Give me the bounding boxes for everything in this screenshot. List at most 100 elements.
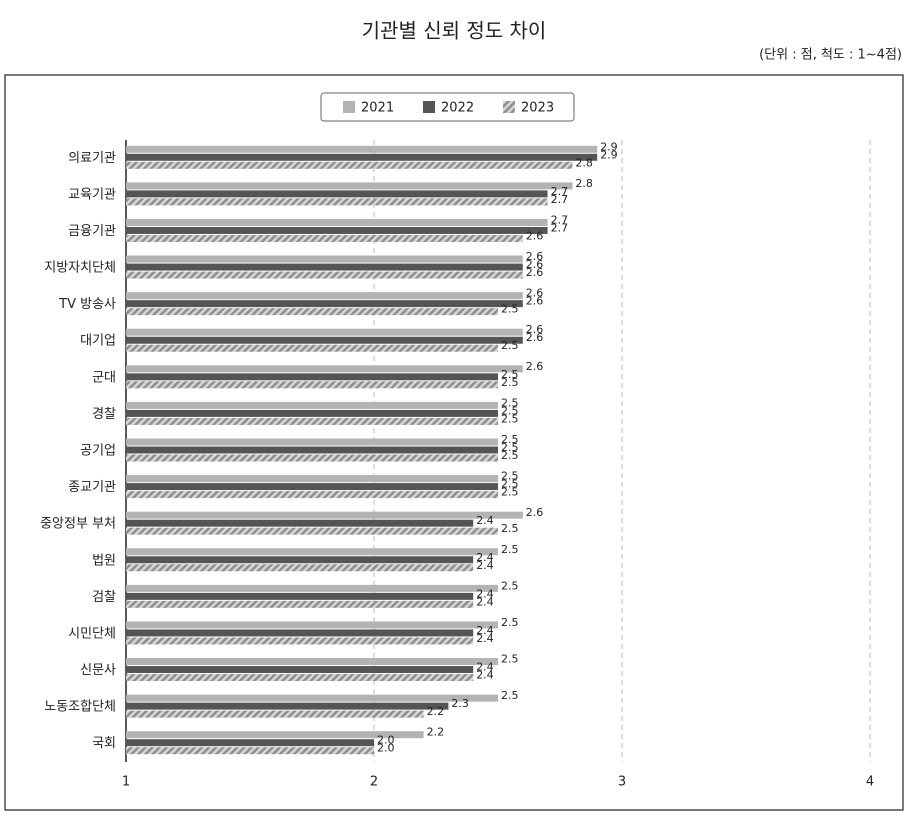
bar [126, 234, 523, 242]
bar [126, 584, 498, 592]
value-label: 2.0 [377, 742, 395, 755]
value-label: 2.5 [501, 339, 519, 352]
bar [126, 592, 474, 600]
bar [126, 637, 474, 645]
category-label: 경찰 [92, 407, 116, 422]
bar [126, 747, 374, 755]
legend-swatch [343, 101, 355, 113]
value-label: 2.4 [476, 595, 494, 608]
value-label: 2.5 [501, 449, 519, 462]
bar [126, 145, 598, 153]
legend-box [320, 92, 575, 122]
bar [126, 218, 548, 226]
legend-label: 2021 [361, 101, 394, 116]
value-label: 2.7 [551, 221, 569, 234]
bar [126, 263, 523, 271]
legend-label: 2023 [521, 101, 554, 116]
value-label: 2.5 [501, 689, 519, 702]
bar [126, 182, 573, 190]
bar [126, 527, 498, 535]
value-label: 2.5 [501, 396, 519, 409]
value-label: 2.6 [526, 258, 544, 271]
bar [126, 409, 498, 417]
value-label: 2.4 [476, 669, 494, 682]
category-label: 신문사 [80, 663, 116, 678]
value-label: 2.5 [501, 433, 519, 446]
bar [126, 739, 374, 747]
value-label: 2.8 [575, 156, 593, 169]
bar [126, 511, 523, 519]
category-label: 시민단체 [68, 626, 116, 641]
value-label: 2.4 [476, 559, 494, 572]
value-label: 2.4 [476, 514, 494, 527]
value-label: 2.6 [526, 229, 544, 242]
category-label: 의료기관 [68, 151, 116, 166]
bar [126, 438, 498, 446]
value-label: 2.4 [476, 632, 494, 645]
category-label: 군대 [92, 370, 116, 385]
x-tick-label: 3 [618, 775, 626, 790]
category-label: 검찰 [92, 590, 116, 605]
category-label: 공기업 [80, 444, 116, 459]
value-label: 2.9 [600, 140, 618, 153]
legend-swatch [503, 101, 515, 113]
bar [126, 365, 523, 373]
bar [126, 491, 498, 499]
value-label: 2.7 [551, 193, 569, 206]
bar [126, 475, 498, 483]
bar [126, 694, 498, 702]
category-label: 지방자치단체 [44, 261, 116, 276]
value-label: 2.4 [476, 661, 494, 674]
value-label: 2.6 [526, 266, 544, 279]
value-label: 2.5 [501, 404, 519, 417]
bar [126, 381, 498, 389]
value-label: 2.5 [501, 412, 519, 425]
bar [126, 666, 474, 674]
value-label: 2.5 [501, 543, 519, 556]
bar [126, 226, 548, 234]
value-label: 2.5 [501, 441, 519, 454]
bar [126, 417, 498, 425]
value-label: 2.4 [476, 551, 494, 564]
category-label: 중앙정부 부처 [40, 517, 116, 532]
x-tick-label: 4 [866, 775, 874, 790]
value-label: 2.5 [501, 579, 519, 592]
bar [126, 255, 523, 263]
bar [126, 731, 424, 739]
bar [126, 336, 523, 344]
value-label: 2.6 [526, 360, 544, 373]
bar [126, 600, 474, 608]
value-label: 2.6 [526, 295, 544, 308]
bar [126, 674, 474, 682]
category-label: 종교기관 [68, 480, 116, 495]
value-label: 2.5 [501, 653, 519, 666]
bar [126, 519, 474, 527]
frame [4, 74, 904, 811]
value-label: 2.3 [451, 697, 469, 710]
bar [126, 344, 498, 352]
bar [126, 292, 523, 300]
bar [126, 454, 498, 462]
bar [126, 271, 523, 279]
bar [126, 153, 598, 161]
bar [126, 328, 523, 336]
bar [126, 658, 498, 666]
value-label: 2.5 [501, 616, 519, 629]
value-label: 2.5 [501, 522, 519, 535]
value-label: 2.5 [501, 470, 519, 483]
category-label: 국회 [92, 736, 116, 751]
category-label: 교육기관 [68, 187, 116, 202]
bar [126, 401, 498, 409]
value-label: 2.5 [501, 303, 519, 316]
value-label: 2.2 [427, 705, 445, 718]
value-label: 2.4 [476, 587, 494, 600]
bar [126, 308, 498, 316]
bar [126, 373, 498, 381]
value-label: 2.5 [501, 486, 519, 499]
category-label: 노동조합단체 [44, 700, 116, 715]
category-label: 금융기관 [68, 224, 116, 239]
bar [126, 483, 498, 491]
bar [126, 548, 498, 556]
bar [126, 556, 474, 564]
